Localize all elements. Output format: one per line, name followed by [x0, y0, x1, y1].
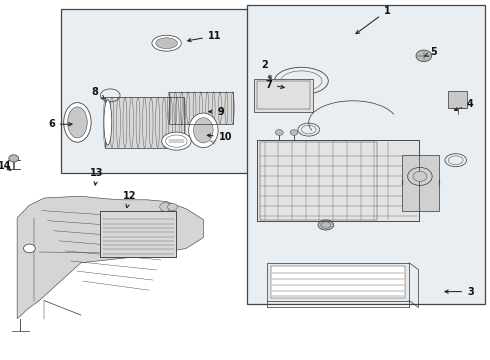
Bar — [169, 92, 233, 124]
Ellipse shape — [64, 103, 91, 142]
Bar — [105, 97, 184, 148]
Bar — [448, 91, 467, 108]
Text: 12: 12 — [123, 191, 137, 208]
Text: 10: 10 — [207, 132, 232, 142]
Bar — [402, 155, 439, 211]
Text: 9: 9 — [209, 107, 224, 117]
Bar — [100, 211, 176, 257]
Ellipse shape — [152, 35, 181, 51]
Text: 7: 7 — [265, 80, 284, 90]
Text: 14: 14 — [0, 161, 12, 171]
Ellipse shape — [9, 155, 19, 162]
Bar — [169, 92, 233, 124]
Bar — [260, 142, 377, 220]
Ellipse shape — [275, 130, 283, 135]
Ellipse shape — [290, 130, 298, 135]
Text: 2: 2 — [261, 60, 271, 79]
Bar — [267, 263, 409, 301]
Ellipse shape — [416, 50, 432, 62]
Text: 5: 5 — [425, 47, 437, 57]
Text: 8: 8 — [91, 87, 104, 99]
Ellipse shape — [160, 203, 172, 211]
Ellipse shape — [162, 132, 191, 150]
Bar — [257, 81, 310, 109]
Text: 4: 4 — [455, 99, 474, 111]
Text: 1: 1 — [356, 6, 391, 34]
Ellipse shape — [24, 244, 35, 253]
Bar — [61, 9, 304, 173]
Ellipse shape — [156, 38, 177, 49]
Bar — [254, 79, 313, 112]
Bar — [105, 97, 184, 148]
Polygon shape — [17, 196, 203, 319]
Ellipse shape — [413, 171, 427, 181]
Text: 13: 13 — [90, 168, 104, 185]
Ellipse shape — [189, 113, 218, 148]
Bar — [271, 266, 405, 298]
Ellipse shape — [168, 203, 177, 211]
Text: 11: 11 — [188, 31, 221, 42]
Text: 3: 3 — [445, 287, 474, 297]
Bar — [257, 140, 419, 221]
Bar — [247, 5, 485, 304]
Bar — [100, 211, 176, 257]
Text: 6: 6 — [48, 119, 72, 129]
Bar — [257, 140, 419, 221]
Ellipse shape — [68, 107, 87, 138]
Ellipse shape — [194, 118, 213, 143]
Ellipse shape — [318, 220, 334, 230]
Ellipse shape — [104, 100, 112, 145]
